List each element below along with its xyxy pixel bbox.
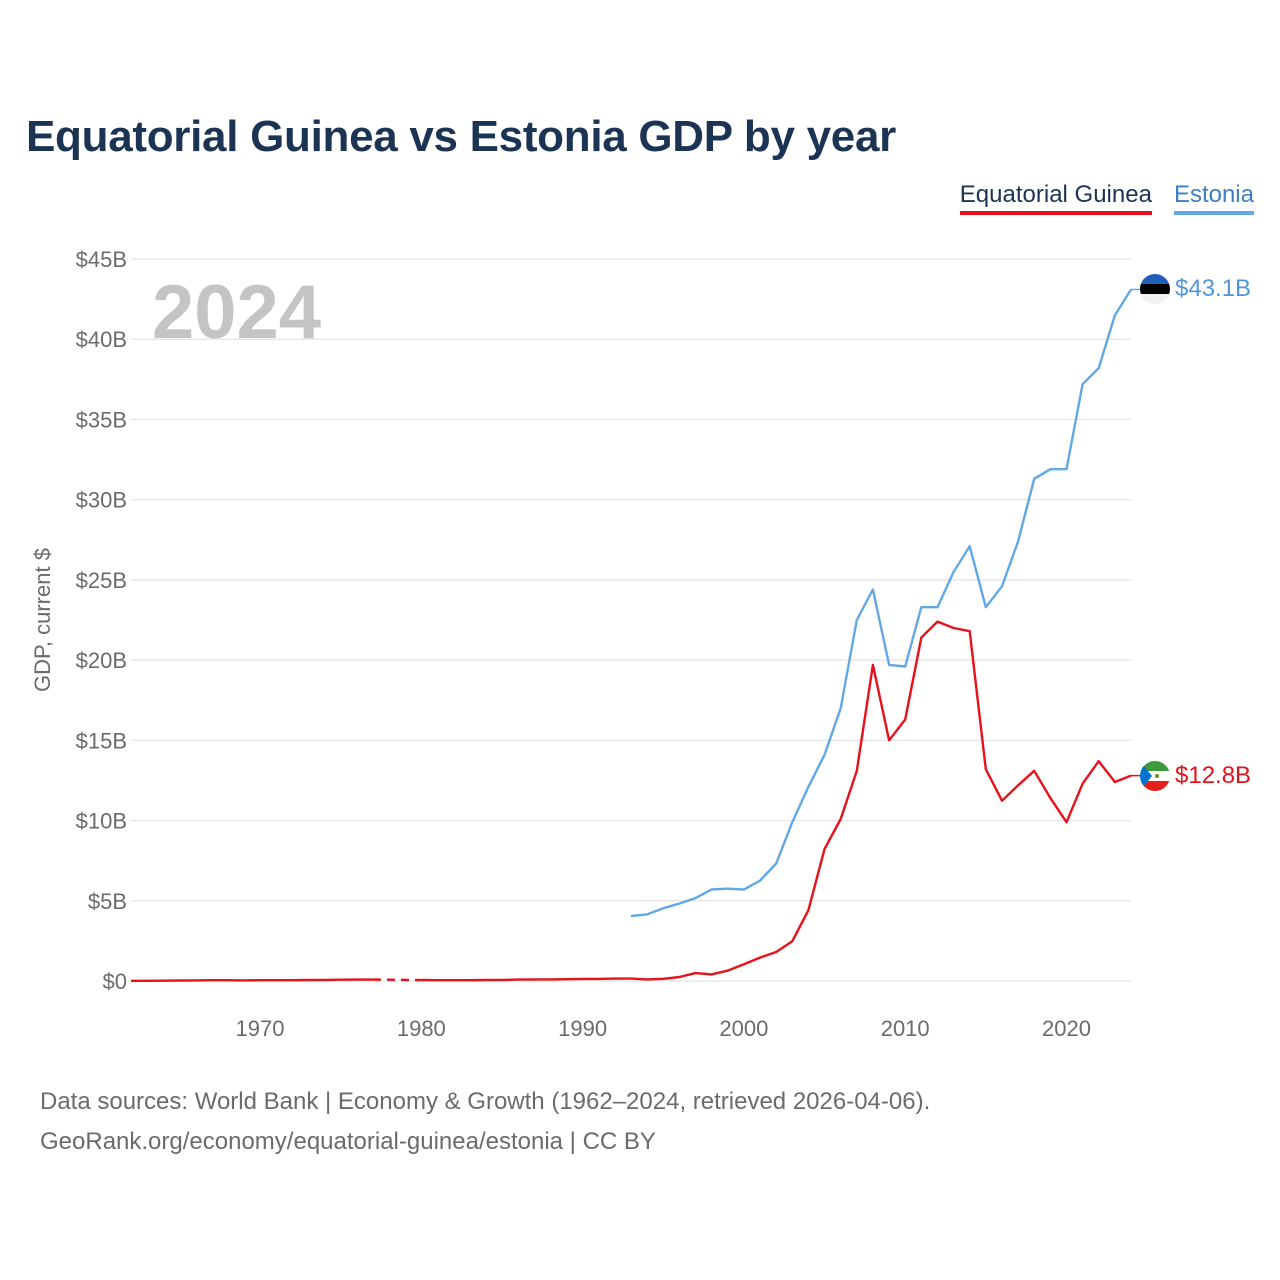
estonia-end-value: $43.1B <box>1175 275 1251 302</box>
y-tick-label: $40B <box>76 327 127 352</box>
line-estonia-segment-0[interactable] <box>630 288 1133 918</box>
x-tick-label: 2020 <box>1042 1016 1091 1041</box>
estonia-flag-icon <box>1140 274 1170 304</box>
x-tick-label: 2010 <box>881 1016 930 1041</box>
legend-item-estonia[interactable]: Estonia <box>1173 181 1254 215</box>
legend: Equatorial Guinea Estonia <box>959 181 1254 215</box>
y-tick-label: $45B <box>76 247 127 272</box>
footer: Data sources: World Bank | Economy & Gro… <box>40 1082 930 1162</box>
y-tick-label: $25B <box>76 568 127 593</box>
year-watermark: 2024 <box>152 270 321 355</box>
y-tick-label: $35B <box>76 407 127 432</box>
data-sources-text: Data sources: World Bank | Economy & Gro… <box>40 1088 931 1115</box>
equatorial-guinea-end-value: $12.8B <box>1175 762 1251 789</box>
x-tick-label: 1970 <box>236 1016 285 1041</box>
series-lines <box>131 288 1140 982</box>
chart-title: Equatorial Guinea vs Estonia GDP by year <box>26 112 896 161</box>
series-estonia <box>630 288 1140 918</box>
series-equatorial-guinea <box>131 620 1140 982</box>
y-tick-label: $30B <box>76 488 127 513</box>
y-tick-label: $15B <box>76 728 127 753</box>
legend-label-estonia: Estonia <box>1173 181 1254 208</box>
source-url-text: GeoRank.org/economy/equatorial-guinea/es… <box>40 1128 656 1155</box>
x-tick-label: 1980 <box>397 1016 446 1041</box>
equatorial-guinea-flag-icon <box>1140 761 1170 791</box>
line-equatorial-guinea-segment-0[interactable] <box>131 978 373 982</box>
y-tick-label: $10B <box>76 809 127 834</box>
x-tick-label: 1990 <box>558 1016 607 1041</box>
y-axis-ticks: $0 $5B $10B $15B $20B $25B $30B $35B $40B $45B <box>76 247 127 994</box>
line-equatorial-guinea-segment-1[interactable] <box>421 620 1132 982</box>
x-tick-label: 2000 <box>719 1016 768 1041</box>
y-tick-label: $5B <box>88 889 127 914</box>
grid-lines <box>131 258 1131 982</box>
legend-item-equatorial-guinea[interactable]: Equatorial Guinea <box>959 182 1152 215</box>
y-axis-label: GDP, current $ <box>30 548 55 692</box>
y-tick-label: $20B <box>76 648 127 673</box>
y-tick-label: $0 <box>103 969 127 994</box>
x-axis-ticks: 1970 1980 1990 2000 2010 2020 <box>236 1016 1091 1041</box>
